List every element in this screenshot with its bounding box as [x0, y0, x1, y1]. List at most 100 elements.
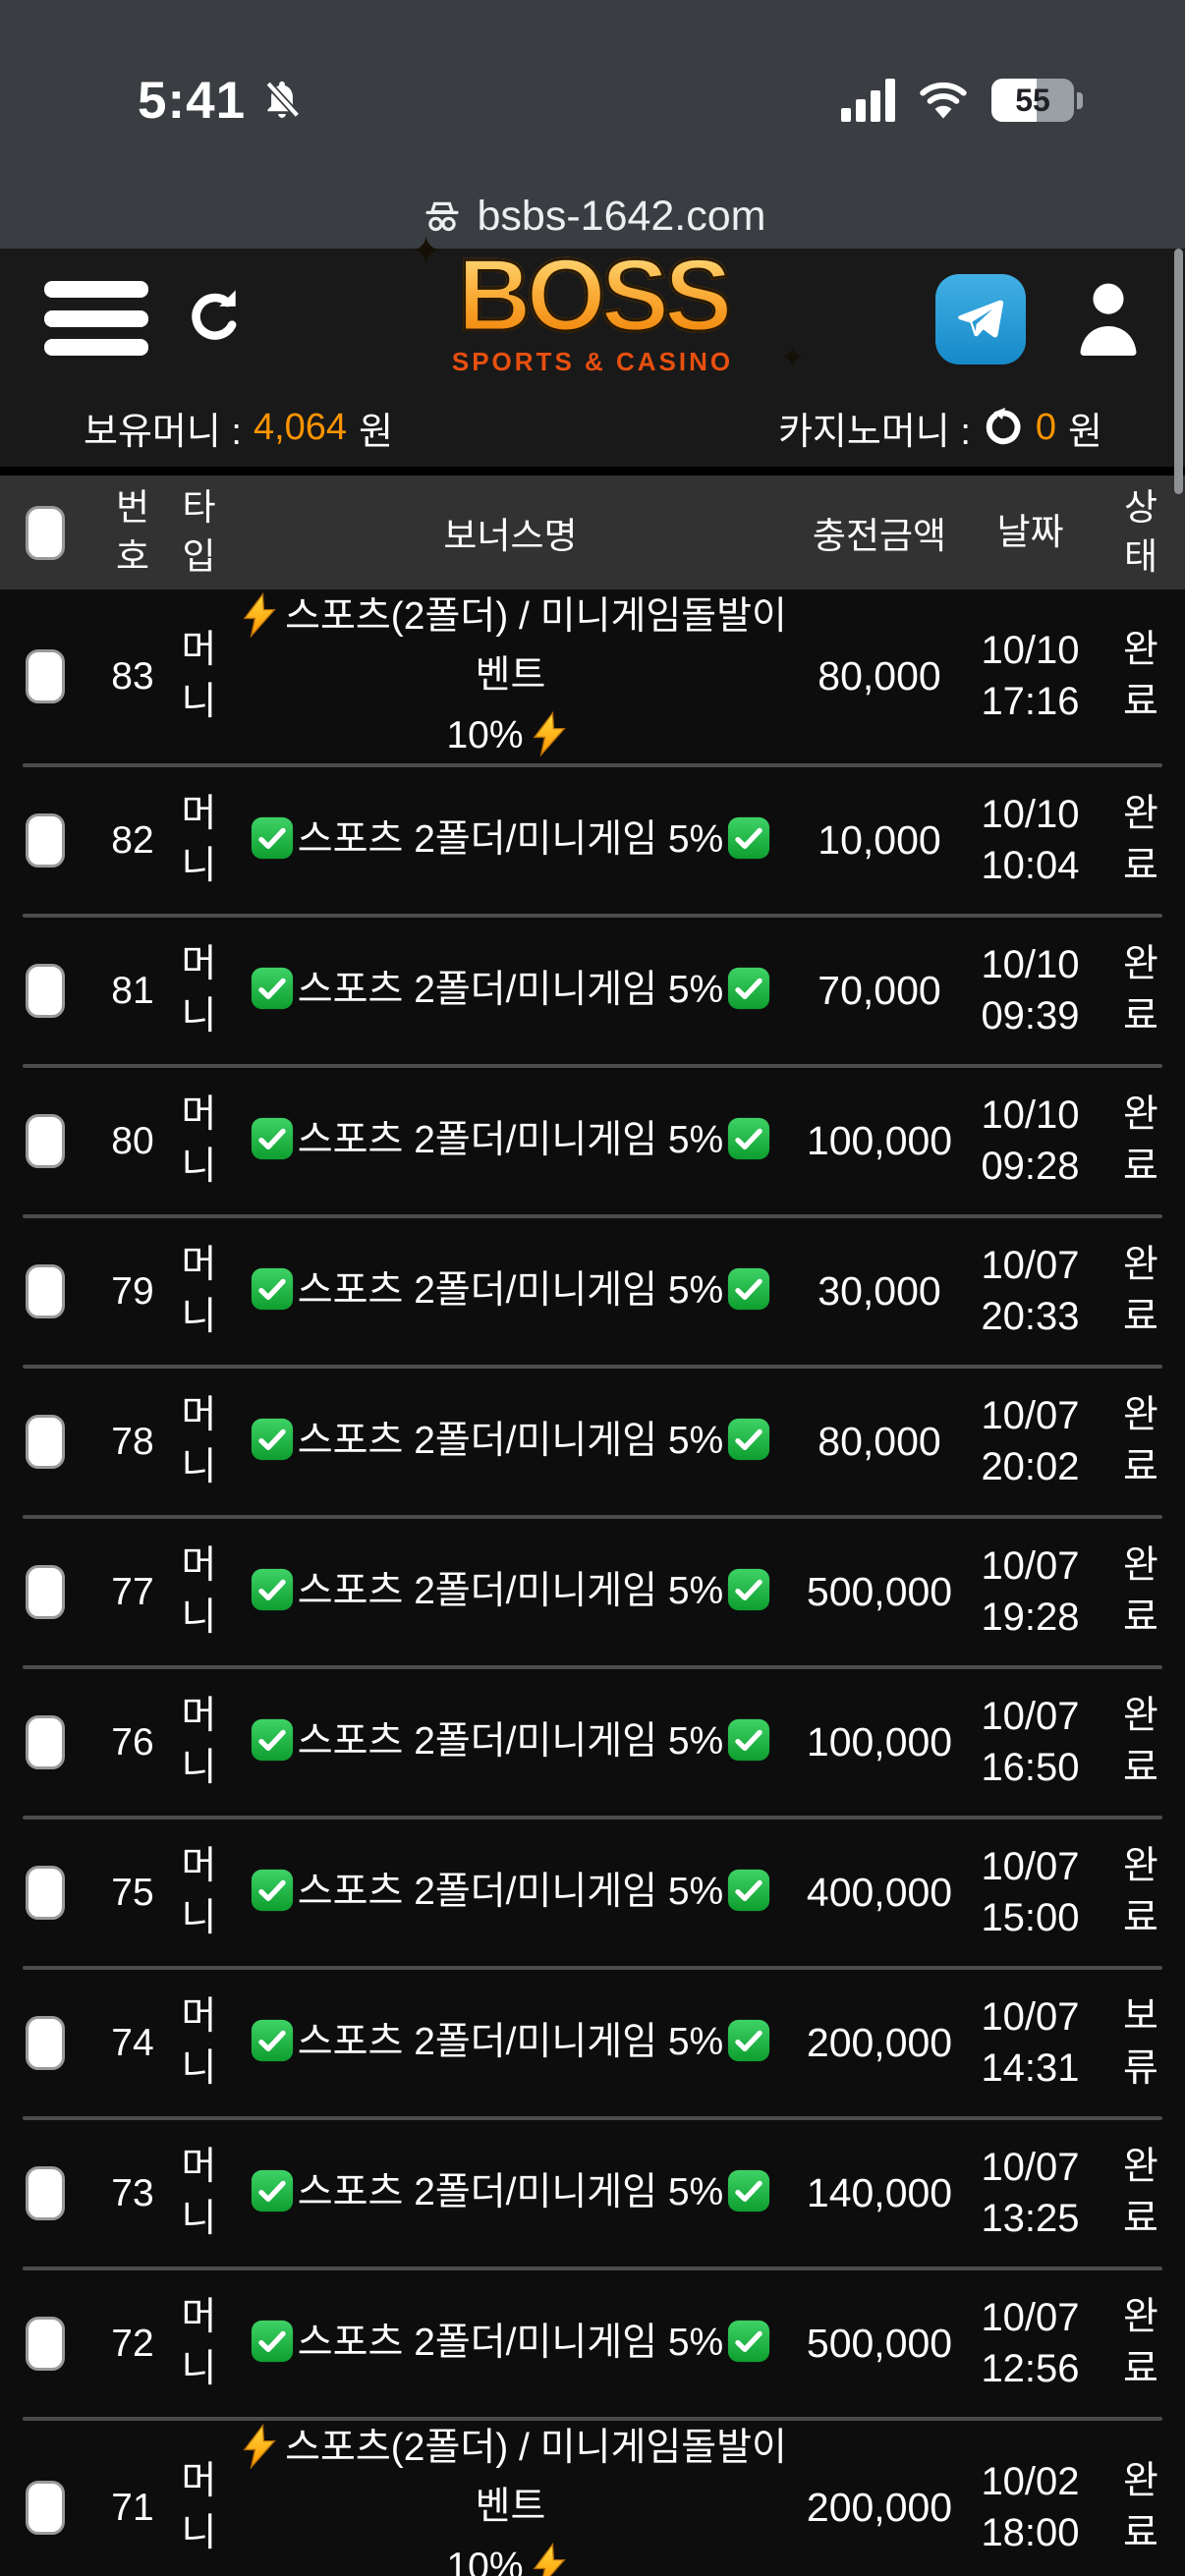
row-divider [23, 1816, 1162, 1820]
row-bonus-name: 스포츠 2폴더/미니게임 5% [247, 1261, 774, 1320]
col-header-status: 상태 [1123, 487, 1158, 577]
row-number: 79 [111, 1269, 154, 1313]
row-checkbox[interactable] [26, 1866, 65, 1920]
row-divider [23, 1966, 1162, 1970]
row-checkbox[interactable] [26, 2317, 65, 2371]
balance-label: 보유머니 : [84, 411, 242, 453]
site-logo[interactable]: BOSS ✦ ✦ SPORTS & CASINO [386, 230, 805, 377]
row-bonus-name: 스포츠(2폴더) / 미니게임돌발이벤트 10% [230, 2419, 791, 2576]
row-divider [23, 2417, 1162, 2421]
battery-icon: 55 [991, 79, 1083, 122]
row-checkbox[interactable] [26, 649, 65, 703]
row-divider [23, 1365, 1162, 1369]
casino-label: 카지노머니 : [777, 411, 971, 453]
url-text: bsbs-1642.com [477, 193, 766, 240]
row-checkbox[interactable] [26, 1565, 65, 1619]
bonus-table-body: 83 머니 스포츠(2폴더) / 미니게임돌발이벤트 10% 80,000 10/… [0, 589, 1185, 2576]
row-checkbox[interactable] [26, 813, 65, 868]
refresh-icon[interactable] [182, 284, 247, 353]
row-status: 완료 [1123, 792, 1158, 887]
logo-text: BOSS [456, 239, 734, 353]
row-bonus-name: 스포츠 2폴더/미니게임 5% [247, 1712, 774, 1771]
row-divider [23, 1515, 1162, 1519]
row-date: 10/10 09:28 [981, 1093, 1080, 1188]
row-bonus-name: 스포츠 2폴더/미니게임 5% [247, 2163, 774, 2222]
col-header-amount: 충전금액 [812, 516, 947, 556]
row-number: 72 [111, 2322, 154, 2365]
row-amount: 400,000 [806, 1870, 953, 1915]
table-row: 74 머니 스포츠 2폴더/미니게임 5% 200,000 10/07 14:31… [0, 1970, 1185, 2116]
bonus-leading-icon [250, 966, 295, 1011]
row-checkbox[interactable] [26, 2016, 65, 2070]
notifications-off-icon [259, 78, 305, 123]
col-header-date: 날짜 [996, 512, 1064, 553]
table-row: 80 머니 스포츠 2폴더/미니게임 5% 100,000 10/10 09:28… [0, 1068, 1185, 1214]
row-status: 완료 [1123, 2145, 1158, 2240]
user-icon[interactable] [1069, 276, 1148, 361]
bonus-trailing-icon [726, 1567, 771, 1612]
row-amount: 200,000 [806, 2020, 953, 2065]
row-status: 완료 [1123, 1543, 1158, 1639]
bonus-trailing-icon [726, 815, 771, 861]
row-divider [23, 1665, 1162, 1669]
col-header-no: 번호 [115, 487, 150, 577]
bonus-leading-icon [250, 1417, 295, 1462]
col-header-bonus: 보너스명 [443, 516, 578, 556]
row-type: 머니 [181, 2459, 217, 2554]
balance-value: 4,064 [253, 406, 348, 448]
wifi-icon [918, 79, 969, 122]
row-status: 완료 [1123, 1393, 1158, 1488]
table-row: 78 머니 스포츠 2폴더/미니게임 5% 80,000 10/07 20:02 … [0, 1369, 1185, 1515]
menu-icon[interactable] [44, 281, 148, 356]
table-row: 82 머니 스포츠 2폴더/미니게임 5% 10,000 10/10 10:04 … [0, 767, 1185, 914]
row-number: 82 [111, 818, 154, 862]
row-number: 83 [111, 654, 154, 698]
row-bonus-name: 스포츠 2폴더/미니게임 5% [247, 2314, 774, 2373]
casino-money: 카지노머니 : 0 원 [778, 401, 1102, 455]
row-amount: 80,000 [818, 653, 941, 699]
casino-refresh-icon[interactable] [983, 407, 1024, 448]
row-type: 머니 [181, 628, 217, 723]
scrollbar-thumb[interactable] [1174, 249, 1183, 494]
row-number: 74 [111, 2021, 154, 2064]
bonus-leading-icon [250, 1868, 295, 1913]
row-bonus-name: 스포츠 2폴더/미니게임 5% [247, 1412, 774, 1471]
bonus-leading-icon [250, 2319, 295, 2364]
row-checkbox[interactable] [26, 2166, 65, 2220]
row-divider [23, 1214, 1162, 1218]
row-type: 머니 [181, 1243, 217, 1338]
row-amount: 500,000 [806, 1569, 953, 1614]
row-checkbox[interactable] [26, 1264, 65, 1318]
row-type: 머니 [181, 1543, 217, 1639]
row-number: 77 [111, 1570, 154, 1613]
row-checkbox[interactable] [26, 1415, 65, 1469]
bonus-leading-icon [250, 2018, 295, 2063]
clock: 5:41 [138, 71, 247, 130]
row-type: 머니 [181, 1092, 217, 1188]
select-all-checkbox[interactable] [26, 505, 65, 560]
wallet-bar: 보유머니 : 4,064 원 카지노머니 : 0 원 [0, 388, 1185, 467]
table-row: 81 머니 스포츠 2폴더/미니게임 5% 70,000 10/10 09:39 … [0, 918, 1185, 1064]
row-date: 10/07 12:56 [981, 2296, 1080, 2390]
row-date: 10/07 20:33 [981, 1244, 1080, 1338]
row-status: 완료 [1123, 1844, 1158, 1939]
bonus-trailing-icon [726, 1868, 771, 1913]
row-type: 머니 [181, 2295, 217, 2390]
row-bonus-name: 스포츠 2폴더/미니게임 5% [247, 1111, 774, 1170]
bonus-leading-icon [250, 1717, 295, 1763]
bonus-leading-icon [250, 1266, 295, 1312]
row-divider [23, 2267, 1162, 2270]
address-bar[interactable]: bsbs-1642.com [0, 193, 1185, 241]
row-checkbox[interactable] [26, 964, 65, 1018]
table-row: 77 머니 스포츠 2폴더/미니게임 5% 500,000 10/07 19:28… [0, 1519, 1185, 1665]
telegram-icon[interactable] [935, 274, 1026, 364]
table-row: 72 머니 스포츠 2폴더/미니게임 5% 500,000 10/07 12:56… [0, 2270, 1185, 2417]
bonus-trailing-icon [726, 1116, 771, 1161]
bonus-trailing-icon [726, 966, 771, 1011]
row-checkbox[interactable] [26, 1715, 65, 1769]
row-checkbox[interactable] [26, 2481, 65, 2535]
row-checkbox[interactable] [26, 1114, 65, 1168]
row-bonus-name: 스포츠 2폴더/미니게임 5% [247, 2013, 774, 2072]
row-divider [23, 1064, 1162, 1068]
